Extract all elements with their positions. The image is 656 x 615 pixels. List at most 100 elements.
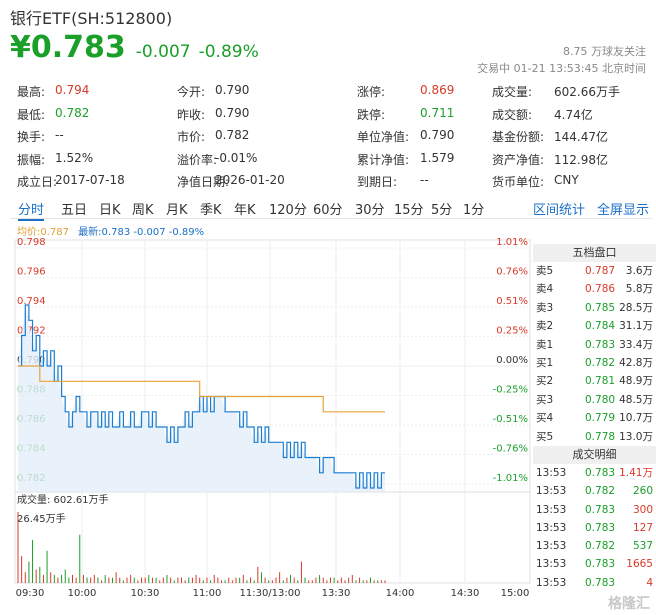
trade-volume: 127 [632,521,653,534]
tab-3[interactable]: 周K [132,203,154,218]
trade-price: 0.783 [585,466,616,479]
price-line [18,304,385,489]
tab-12[interactable]: 1分 [463,203,485,218]
tab-8[interactable]: 60分 [313,203,343,218]
stat-label: 成交量: [492,85,533,99]
chart-legend: 均价:0.787 最新:0.783 -0.007 -0.89% [17,223,204,238]
price-area [18,305,385,492]
tab-11[interactable]: 5分 [431,203,453,218]
tab-1[interactable]: 五日 [61,203,88,218]
x-tick: 11:00 [193,588,222,599]
stat-label: 今开: [177,85,206,99]
order-book-volume: 42.8万 [619,356,653,369]
order-book-row: 卖4 0.786 5.8万 [533,280,656,298]
order-book-price: 0.785 [585,301,616,314]
y-tick-pct: -0.51% [493,414,528,425]
order-book-price: 0.782 [585,356,616,369]
trade-price: 0.783 [585,576,616,589]
y-tick-pct: 0.00% [496,355,528,366]
order-book-label: 卖3 [536,301,554,314]
y-tick-price: 0.796 [17,267,46,278]
legend-avg: 均价:0.787 [17,227,69,238]
tab-6[interactable]: 年K [234,203,256,218]
stat-label: 涨停: [357,85,386,99]
tab-0[interactable]: 分时 [18,199,45,221]
tab-9[interactable]: 30分 [355,203,385,218]
trade-time: 13:53 [536,485,567,498]
y-tick-pct: -0.25% [493,385,528,396]
order-book-label: 卖5 [536,265,554,277]
order-book-price: 0.780 [585,393,616,406]
order-book-volume: 13.0万 [619,430,653,443]
tab-4[interactable]: 月K [166,203,188,218]
order-book-label: 买2 [536,375,554,388]
stat-label: 单位净值: [357,130,410,144]
stat-value: 2026-01-20 [215,173,285,187]
order-book-label: 买5 [536,430,554,443]
stat-label: 换手: [17,130,46,144]
order-book-label: 卖1 [536,338,554,351]
tab-7[interactable]: 120分 [269,203,307,218]
trade-volume: 300 [632,503,653,516]
stat-label: 到期日: [357,175,398,189]
y-tick-pct: -0.76% [493,444,528,455]
y-tick-pct: -1.01% [493,473,528,484]
x-tick: 14:00 [386,588,415,599]
x-tick: 14:30 [451,588,480,599]
x-tick: 15:00 [501,588,530,599]
stat-value: 1.52% [55,150,94,165]
stats-grid: 最高: 0.794 今开: 0.790 涨停: 0.869 成交量: 602.66万手 最低: 0… [17,83,647,196]
y-tick-pct: 0.51% [496,296,528,307]
trade-row: 13:53 0.782 537 [533,537,656,555]
order-book-price: 0.786 [585,283,616,296]
trade-price: 0.783 [585,558,616,571]
chart-tabs: 分时 五日 日K 周K 月K 季K 年K 120分 60分 30分 15分 5分 1分 区间统计 全屏显示 [10,197,652,221]
y-tick-price: 0.798 [17,237,46,248]
tab-5[interactable]: 季K [200,203,222,218]
order-book-label: 卖4 [536,283,554,296]
order-book-volume: 10.7万 [619,412,653,425]
y-tick-pct: 0.25% [496,326,528,337]
stat-label: 货币单位: [492,175,545,189]
y-tick-pct: 0.76% [496,267,528,278]
trade-row: 13:53 0.783 1.41万 [533,464,656,482]
order-book-label: 买3 [536,393,554,406]
stat-label: 跌停: [357,107,386,122]
stats-row: 最高: 0.794 今开: 0.790 涨停: 0.869 成交量: 602.66万手 [17,83,647,106]
stat-value: 0.790 [215,83,250,97]
order-book: 五档盘口 卖5 0.787 3.6万 卖4 0.786 5.8万 卖3 0.785 28.5万卖… [533,244,656,592]
trade-time: 13:53 [536,540,567,553]
order-book-label: 买1 [536,356,554,369]
x-tick: 11:30/13:00 [239,588,300,599]
stat-label: 累计净值: [357,152,410,167]
stat-label: 成立日: [17,175,58,189]
stat-value: 0.790 [420,128,455,142]
trade-volume: 260 [632,485,653,498]
trade-row: 13:53 0.782 260 [533,482,656,500]
trade-row: 13:53 0.783 4 [533,574,656,592]
stat-label: 基金份额: [492,130,545,144]
y-tick-price: 0.794 [17,296,46,307]
tab-10[interactable]: 15分 [394,203,424,218]
order-book-row: 买1 0.782 42.8万 [533,354,656,372]
tab-2[interactable]: 日K [99,203,121,218]
stat-value: 144.47亿 [554,130,608,144]
order-book-row: 买5 0.778 13.0万 [533,428,656,446]
stat-value: 1.579 [420,150,455,165]
legend-latest: 最新:0.783 -0.007 -0.89% [78,227,205,238]
trade-time: 13:53 [536,558,567,571]
fullscreen-link[interactable]: 全屏显示 [597,203,650,218]
stat-value: 0.711 [420,105,455,120]
current-price: ¥0.783 [10,30,126,65]
y-tick-price: 0.792 [17,326,46,337]
trade-price: 0.783 [585,521,616,534]
stat-value: 0.790 [215,105,250,120]
trade-price: 0.783 [585,503,616,516]
order-book-volume: 33.4万 [619,338,653,351]
order-book-price: 0.783 [585,338,616,351]
range-stats-link[interactable]: 区间统计 [533,203,586,218]
stat-value: 112.98亿 [554,152,608,167]
x-tick: 10:00 [68,588,97,599]
trade-volume: 537 [632,540,653,553]
